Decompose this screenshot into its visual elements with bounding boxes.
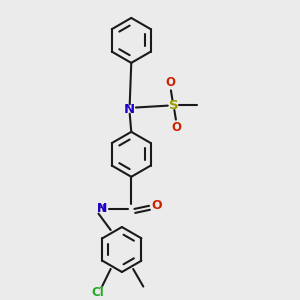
Text: S: S — [169, 98, 178, 112]
Text: H: H — [97, 204, 105, 214]
Text: Cl: Cl — [91, 286, 104, 299]
Text: O: O — [172, 121, 182, 134]
Text: O: O — [152, 199, 162, 212]
Text: N: N — [124, 103, 135, 116]
Text: O: O — [165, 76, 175, 89]
Text: N: N — [97, 202, 107, 215]
